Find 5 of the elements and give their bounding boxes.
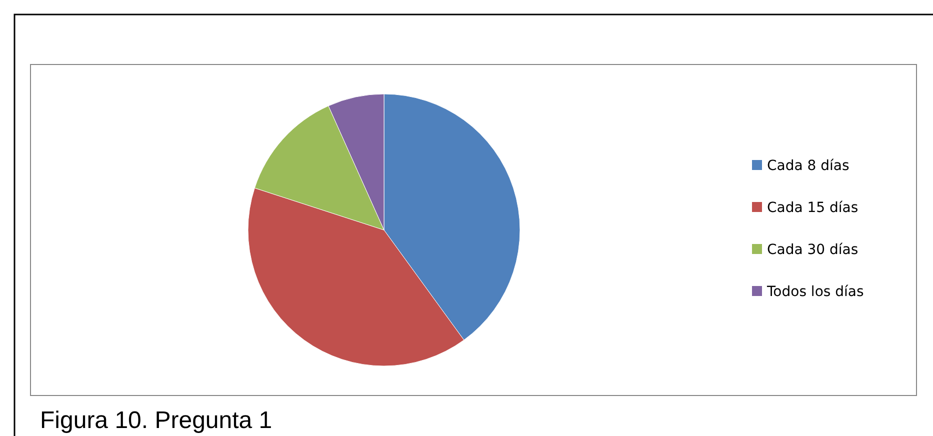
legend-label: Cada 8 días [767,158,850,174]
legend-label: Cada 15 días [767,200,858,216]
legend-label: Cada 30 días [767,242,858,258]
legend-label: Todos los días [766,284,864,300]
text: Figura 10. Pregunta 1 [40,407,272,434]
